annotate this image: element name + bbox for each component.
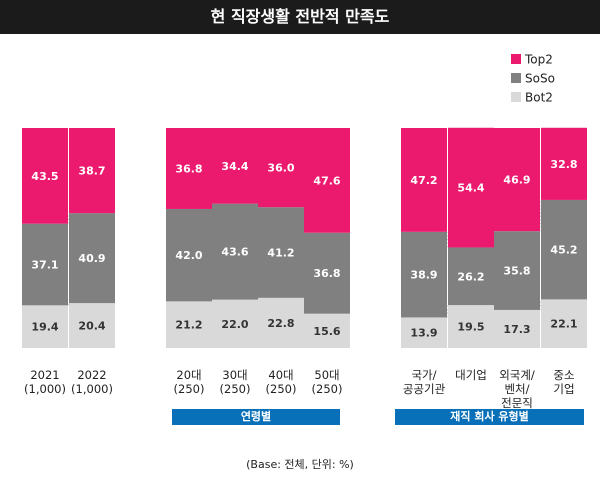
bar-bot2-7 (448, 305, 494, 348)
chart-title: 현 직장생활 전반적 만족도 (0, 0, 600, 34)
connector-0-1-1 (67, 213, 70, 224)
x-label-5: 50대 (250) (312, 368, 343, 396)
value-label-soso-1: 40.9 (78, 252, 105, 265)
value-label-bot2-8: 17.3 (503, 323, 530, 336)
bar-bot2-8 (494, 309, 540, 348)
bar-soso-5 (304, 232, 350, 314)
bar-top2-1 (69, 128, 115, 214)
bar-soso-7 (448, 247, 494, 306)
connector-8-9-1 (539, 199, 542, 232)
bar-bot2-2 (166, 301, 212, 348)
bar-soso-8 (494, 231, 540, 310)
value-label-soso-7: 26.2 (457, 270, 484, 283)
bar-top2-4 (258, 128, 304, 208)
bar-top2-8 (494, 128, 540, 232)
value-label-bot2-9: 22.1 (550, 318, 577, 331)
bar-bot2-0 (22, 305, 68, 348)
value-label-bot2-7: 19.5 (457, 321, 484, 334)
bar-soso-4 (258, 207, 304, 298)
value-labels: 19.4 37.1 43.5 20.4 40.9 38.7 21.2 42.0 36.8 22.0… (31, 158, 577, 340)
bar-soso-2 (166, 208, 212, 302)
bar-top2-3 (212, 128, 258, 204)
value-label-bot2-3: 22.0 (221, 318, 248, 331)
legend-swatch-top2 (511, 54, 521, 64)
legend: Top2 SoSo Bot2 (511, 53, 555, 105)
legend-label-top2: Top2 (524, 53, 553, 67)
bar-soso-0 (22, 223, 68, 306)
bar-top2-6 (401, 128, 447, 232)
bar-top2-9 (541, 127, 587, 200)
value-label-soso-0: 37.1 (31, 259, 58, 272)
bar-top2-5 (304, 128, 350, 233)
value-label-top2-9: 32.8 (550, 158, 577, 171)
value-label-soso-3: 43.6 (221, 246, 248, 259)
value-label-top2-2: 36.8 (175, 162, 202, 175)
value-label-soso-8: 35.8 (503, 265, 530, 278)
bar-top2-7 (448, 127, 494, 248)
bar-bot2-9 (541, 299, 587, 348)
base-note: (Base: 전체, 단위: %) (246, 458, 354, 471)
value-label-top2-0: 43.5 (31, 170, 58, 183)
group-label-1: 재직 회사 유형별 (395, 409, 584, 425)
value-label-top2-6: 47.2 (410, 174, 437, 187)
value-label-soso-2: 42.0 (175, 249, 202, 262)
bar-bot2-3 (212, 299, 258, 348)
x-label-7: 대기업 (455, 368, 487, 382)
connector-8-9-0 (539, 299, 542, 310)
value-label-bot2-4: 22.8 (267, 317, 294, 330)
x-label-9: 중소 기업 (553, 368, 574, 396)
bar-bot2-1 (69, 303, 115, 348)
value-label-soso-6: 38.9 (410, 269, 437, 282)
x-axis-labels: 2021 (1,000)2022 (1,000) 20대 (250) 30대 (250) 40… (24, 368, 575, 410)
value-label-soso-4: 41.2 (267, 247, 294, 260)
value-label-top2-5: 47.6 (313, 174, 340, 187)
bar-bot2-5 (304, 313, 350, 348)
value-label-top2-1: 38.7 (78, 165, 105, 178)
bar-soso-6 (401, 231, 447, 318)
bars (22, 127, 587, 348)
value-label-bot2-5: 15.6 (313, 325, 340, 338)
bar-soso-1 (69, 213, 115, 304)
x-label-1: 2022 (1,000) (71, 368, 113, 396)
bar-soso-3 (212, 203, 258, 300)
connector-6-7-1 (446, 231, 449, 248)
x-label-4: 40대 (250) (266, 368, 297, 396)
value-label-bot2-0: 19.4 (31, 321, 58, 334)
bar-bot2-6 (401, 317, 447, 348)
x-label-0: 2021 (1,000) (24, 368, 66, 396)
bar-top2-2 (166, 128, 212, 209)
value-label-top2-3: 34.4 (221, 160, 248, 173)
value-label-top2-7: 54.4 (457, 182, 484, 195)
x-label-2: 20대 (250) (174, 368, 205, 396)
connector-0-1-0 (67, 302, 70, 306)
value-label-top2-8: 46.9 (503, 174, 530, 187)
legend-swatch-soso (511, 73, 521, 83)
value-label-bot2-2: 21.2 (175, 319, 202, 332)
value-label-top2-4: 36.0 (267, 162, 294, 175)
bar-top2-0 (22, 128, 68, 224)
value-label-bot2-6: 13.9 (410, 327, 437, 340)
bar-bot2-4 (258, 297, 304, 348)
group-label-0: 연령별 (172, 409, 340, 425)
x-label-8: 외국계/벤처/전문직 (499, 368, 535, 410)
value-label-soso-5: 36.8 (313, 267, 340, 280)
bar-soso-9 (541, 199, 587, 300)
connector-6-7-0 (446, 305, 449, 318)
value-label-soso-9: 45.2 (550, 244, 577, 257)
legend-label-bot2: Bot2 (525, 91, 553, 105)
legend-swatch-bot2 (511, 92, 521, 102)
legend-label-soso: SoSo (525, 72, 555, 86)
value-label-bot2-1: 20.4 (78, 320, 105, 333)
x-label-3: 30대 (250) (220, 368, 251, 396)
x-label-6: 국가/공공기관 (403, 368, 446, 396)
